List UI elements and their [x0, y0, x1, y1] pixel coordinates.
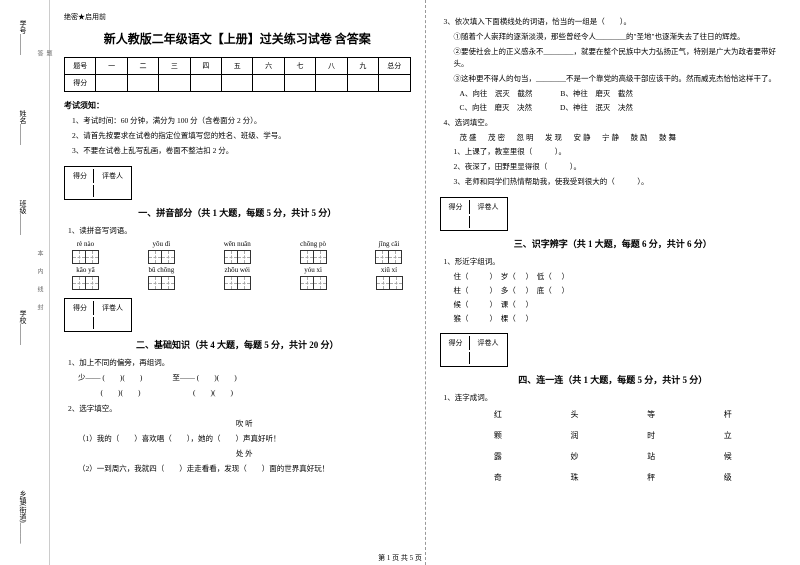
q3-blank1: ①随着个人崇拜的逐渐淡漠，那些曾经令人________的"圣地"也逐渐失去了往日…: [454, 31, 787, 43]
tianzige-box: [72, 250, 99, 264]
tianzige-box: [224, 250, 251, 264]
pinyin-item: chōng pò: [300, 240, 327, 264]
pinyin-item: kǎo yā: [72, 266, 99, 290]
part4-q1: 1、连字成词。: [444, 392, 787, 403]
match-column: 等时站秤: [647, 409, 655, 483]
part1-q1: 1、读拼音写词语。: [68, 225, 411, 236]
tianzige-box: [72, 276, 99, 290]
choice-c: C、向往 磨灭 决然: [460, 102, 533, 113]
part2-line2: ( )( ) ( )( ): [78, 387, 411, 399]
part2-title: 二、基础知识（共 4 大题，每题 5 分，共计 20 分）: [64, 338, 411, 351]
tianzige-box: [224, 276, 251, 290]
part3-title: 三、识字辨字（共 1 大题，每题 6 分，共计 6 分）: [440, 237, 787, 250]
part2-line6: （2）一到周六，我就四（ ）走走看看，发现（ ）面的世界真好玩！: [78, 463, 411, 475]
scorebox-3: 得分 评卷人: [440, 197, 508, 231]
q4-words: 茂盛 茂密 忽明 发现 安静 宁静 鼓励 鼓舞: [460, 132, 787, 143]
scorebox-4: 得分 评卷人: [440, 333, 508, 367]
matching-grid: 红颗露奇 头润妙珠 等时站秤 杆立候级: [460, 409, 767, 483]
scorebox-1: 得分 评卷人: [64, 166, 132, 200]
tianzige-box: [300, 250, 327, 264]
part2-line4: （1）我的（ ）喜欢唱（ ），她的（ ）声真好听！: [78, 433, 411, 445]
spine-class: 班级______: [18, 200, 28, 235]
tianzige-box: [148, 250, 175, 264]
tianzige-box: [300, 276, 327, 290]
score-table: 题号一二三四五六七八九总分 得分: [64, 57, 411, 92]
score-value-row: 得分: [65, 75, 411, 92]
spine-school: 学校______: [18, 310, 28, 345]
exam-title: 新人教版二年级语文【上册】过关练习试卷 含答案: [64, 30, 411, 47]
part2-line1: 少—— ( )( ) 至—— ( )( ): [78, 372, 411, 384]
rule-1: 1、考试时间：60 分钟，满分为 100 分（含卷面分 2 分）。: [72, 115, 411, 126]
q3-choices-ab: A、向往 泯灭 截然 B、神往 磨灭 截然: [460, 88, 787, 99]
q3-stem: 3、依次填入下面横线处的词语，恰当的一组是（ ）。: [444, 16, 787, 27]
part1-title: 一、拼音部分（共 1 大题，每题 5 分，共计 5 分）: [64, 206, 411, 219]
q3-choices-cd: C、向往 磨灭 决然 D、神往 泯灭 决然: [460, 102, 787, 113]
choice-b: B、神往 磨灭 截然: [560, 88, 633, 99]
tianzige-box: [375, 250, 402, 264]
spine-cut-marks: 题答: [35, 50, 53, 64]
spine-seal-marks: 本内线封: [35, 250, 44, 322]
q3-blank2: ②要使社会上的正义感永不________，就要在整个民族中大力弘扬正气，特别是广…: [454, 46, 787, 70]
spine-town: 乡镇(街道)______: [18, 490, 28, 544]
part4-title: 四、连一连（共 1 大题，每题 5 分，共计 5 分）: [440, 373, 787, 386]
pinyin-item: jīng cǎi: [375, 240, 402, 264]
confidential-badge: 绝密★启用前: [64, 12, 411, 22]
match-column: 杆立候级: [724, 409, 732, 483]
q4-stem: 4、选词填空。: [444, 117, 787, 128]
left-column: 绝密★启用前 新人教版二年级语文【上册】过关练习试卷 含答案 题号一二三四五六七…: [50, 0, 426, 565]
rules-heading: 考试须知：: [64, 100, 411, 111]
pinyin-row-1: rè nào yōu dì wēn nuǎn chōng pò jīng cǎi: [72, 240, 403, 264]
scorebox-2: 得分 评卷人: [64, 298, 132, 332]
right-column: 3、依次填入下面横线处的词语，恰当的一组是（ ）。 ①随着个人崇拜的逐渐淡漠，那…: [426, 0, 800, 565]
pinyin-item: xiū xí: [376, 266, 403, 290]
part2-line3: 吹 听: [78, 418, 411, 430]
spine-name: 姓名______: [18, 110, 28, 145]
q4-line2: 2、夜深了，田野里显得很（ ）。: [454, 161, 787, 173]
pinyin-item: bǔ chōng: [148, 266, 175, 290]
q4-line3: 3、老师和同学们热情帮助我，使我受到很大的（ ）。: [454, 176, 787, 188]
match-column: 头润妙珠: [570, 409, 578, 483]
pinyin-item: rè nào: [72, 240, 99, 264]
part2-line5: 处 外: [78, 448, 411, 460]
binding-spine: 学号______ 姓名______ 班级______ 学校______ 乡镇(街…: [0, 0, 50, 565]
spine-student-id: 学号______: [18, 20, 28, 55]
rules-list: 1、考试时间：60 分钟，满分为 100 分（含卷面分 2 分）。 2、请首先按…: [64, 115, 411, 156]
part2-q2: 2、选字填空。: [68, 403, 411, 414]
q3-blank3: ③这种更不得人的句当，________不是一个靠党的高级干部应该干的。然而威克杰…: [454, 73, 787, 85]
char-compare-grid: 住（） 岁（） 低（）柱（） 多（） 底（）候（） 课（） 猴（） 棵（）: [454, 271, 787, 324]
pinyin-item: zhōu wéi: [224, 266, 251, 290]
rule-2: 2、请首先按要求在试卷的指定位置填写您的姓名、班级、学号。: [72, 130, 411, 141]
score-header-row: 题号一二三四五六七八九总分: [65, 58, 411, 75]
pinyin-item: wēn nuǎn: [224, 240, 251, 264]
pinyin-row-2: kǎo yā bǔ chōng zhōu wéi yóu xì xiū xí: [72, 266, 403, 290]
rule-3: 3、不要在试卷上乱写乱画，卷面不整洁扣 2 分。: [72, 145, 411, 156]
page-footer: 第 1 页 共 5 页: [0, 553, 800, 563]
choice-a: A、向往 泯灭 截然: [460, 88, 533, 99]
pinyin-item: yóu xì: [300, 266, 327, 290]
part2-q1: 1、加上不同的偏旁，再组词。: [68, 357, 411, 368]
choice-d: D、神往 泯灭 决然: [560, 102, 633, 113]
match-column: 红颗露奇: [494, 409, 502, 483]
pinyin-item: yōu dì: [148, 240, 175, 264]
part3-q1: 1、形近字组词。: [444, 256, 787, 267]
q4-line1: 1、上课了，教室里很（ ）。: [454, 146, 787, 158]
tianzige-box: [376, 276, 403, 290]
tianzige-box: [148, 276, 175, 290]
